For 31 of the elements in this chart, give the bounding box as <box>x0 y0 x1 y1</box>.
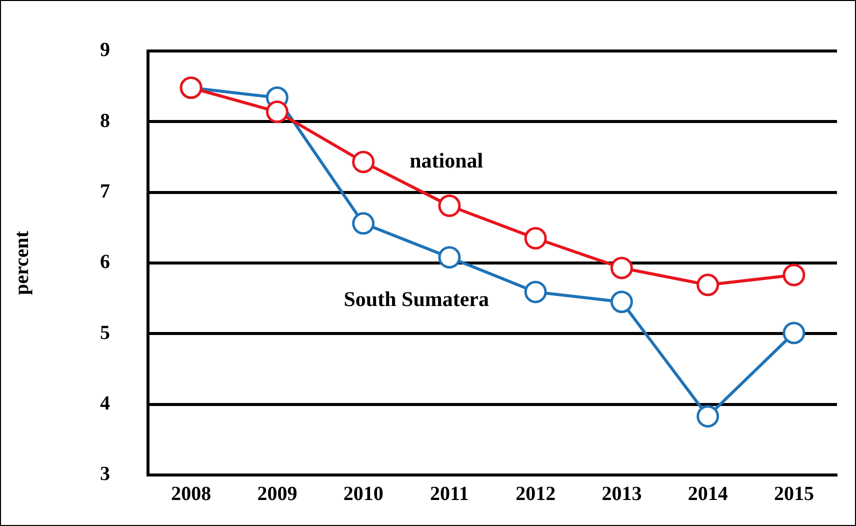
y-tick-label: 6 <box>100 251 110 274</box>
x-tick-label: 2011 <box>430 483 469 506</box>
point <box>696 405 720 428</box>
point <box>782 322 806 344</box>
point <box>352 150 375 174</box>
x-tick-label: 2012 <box>516 483 556 506</box>
x-tick-label: 2014 <box>688 483 728 506</box>
x-tick-label: 2008 <box>171 483 212 506</box>
y-tick-label: 8 <box>100 110 110 132</box>
y-tick-label: 9 <box>100 39 110 62</box>
point <box>610 290 633 314</box>
point <box>524 227 547 250</box>
y-tick-label: 3 <box>100 463 110 486</box>
series-label: South Sumatera <box>344 286 490 311</box>
point <box>696 274 720 296</box>
y-tick-label: 4 <box>100 392 110 415</box>
point <box>524 280 547 304</box>
series-label: national <box>410 148 484 172</box>
y-axis-title: percent <box>11 230 34 296</box>
point <box>438 194 461 218</box>
y-tick-label: 7 <box>100 180 110 203</box>
point <box>610 256 633 280</box>
point <box>438 246 461 269</box>
point <box>782 264 806 286</box>
x-tick-label: 2010 <box>343 483 384 506</box>
x-tick-label: 2009 <box>257 483 298 506</box>
point <box>352 212 375 235</box>
x-tick-label: 2013 <box>602 483 642 506</box>
x-tick-label: 2015 <box>774 483 814 506</box>
y-tick-label: 5 <box>100 322 110 344</box>
point <box>266 100 288 124</box>
